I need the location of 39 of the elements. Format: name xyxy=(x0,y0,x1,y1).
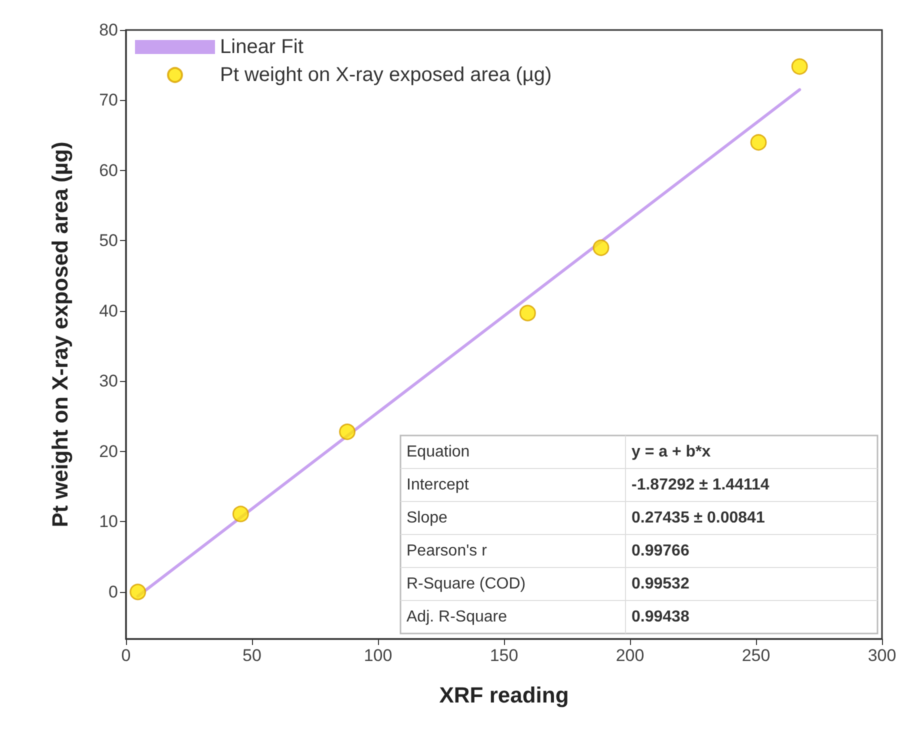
point xyxy=(339,424,356,440)
y-axis-title: Pt weight on X-ray exposed area (µg) xyxy=(48,142,72,528)
y-tick-label: 0 xyxy=(108,582,118,602)
y-tick-label: 40 xyxy=(99,301,118,320)
y-tick-label: 80 xyxy=(99,20,118,40)
y-tick-label: 10 xyxy=(99,512,118,532)
point xyxy=(791,58,808,75)
y-tick-label: 30 xyxy=(99,372,118,391)
annotation: R-Square (COD) xyxy=(406,576,526,592)
annotation: Slope xyxy=(406,510,448,526)
annotation: 0.99766 xyxy=(632,542,690,560)
annotation: Intercept xyxy=(406,476,470,494)
annotation: 0.99532 xyxy=(632,576,690,592)
point xyxy=(750,134,767,151)
annotation: Adj. R-Square xyxy=(406,608,508,626)
x-tick-label: 250 xyxy=(742,646,770,665)
y-tick-label: 70 xyxy=(99,90,118,110)
y-tick-label: 60 xyxy=(99,160,118,180)
legend-label: Linear Fit xyxy=(220,36,304,58)
point xyxy=(232,506,249,522)
y-tick-label: 20 xyxy=(99,442,118,461)
annotation: 0.99438 xyxy=(632,608,690,626)
x-tick-label: 300 xyxy=(868,646,896,665)
x-tick-label: 150 xyxy=(490,646,518,665)
x-tick-label: 100 xyxy=(364,646,392,665)
annotation: 0.27435 ± 0.00841 xyxy=(632,510,765,526)
x-tick-label: 200 xyxy=(616,646,644,665)
point xyxy=(592,240,610,256)
legend-label: Pt weight on X-ray exposed area (µg) xyxy=(220,64,552,86)
x-tick-label: 0 xyxy=(121,646,131,665)
y-tick-label: 50 xyxy=(99,231,118,250)
x-tick-label: 50 xyxy=(242,646,262,665)
point xyxy=(519,304,536,322)
annotation: Equation xyxy=(406,444,470,460)
point xyxy=(130,584,146,600)
annotation: Pearson's r xyxy=(406,542,488,560)
x-axis-title: XRF reading xyxy=(439,682,569,708)
annotation: y = a + b*x xyxy=(632,444,711,460)
annotation: -1.87292 ± 1.44114 xyxy=(632,476,770,494)
